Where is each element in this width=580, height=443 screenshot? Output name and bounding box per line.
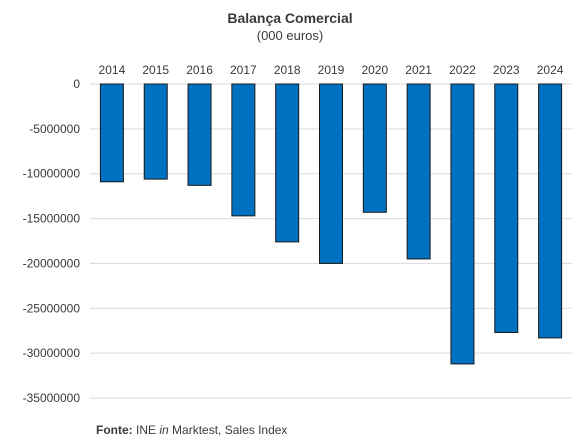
bar-2016 [187, 83, 212, 186]
bar-2020 [362, 83, 387, 213]
bars [99, 83, 563, 365]
chart-subtitle: (000 euros) [256, 28, 324, 43]
x-tick-label: 2018 [274, 63, 301, 77]
x-tick-label: 2014 [99, 63, 126, 77]
y-tick-label: -15000000 [23, 212, 81, 226]
bar-2021 [406, 83, 431, 260]
bar-2023 [494, 83, 519, 334]
y-tick-label: -5000000 [29, 122, 80, 136]
gridlines [90, 83, 572, 399]
x-tick-labels: 2014 2015 2016 2017 2018 2019 2020 2021 2022 2023… [99, 63, 564, 77]
x-tick-label: 2017 [230, 63, 257, 77]
x-tick-label: 2022 [449, 63, 476, 77]
source-note: Fonte: INE in Marktest, Sales Index [96, 423, 287, 437]
chart-title: Balança Comercial [227, 10, 353, 26]
y-tick-labels: 0 -5000000 -10000000 -15000000 -20000000 -250… [23, 77, 81, 405]
x-tick-label: 2019 [318, 63, 345, 77]
x-tick-label: 2020 [361, 63, 388, 77]
x-tick-label: 2021 [405, 63, 432, 77]
x-tick-label: 2015 [142, 63, 169, 77]
bar-2019 [319, 83, 343, 264]
y-tick-label: -30000000 [23, 346, 81, 360]
source-label: Fonte: [96, 423, 133, 437]
x-tick-label: 2023 [493, 63, 520, 77]
y-tick-label: -20000000 [23, 256, 81, 270]
source-text-italic: in [159, 423, 169, 437]
bar-2015 [143, 83, 168, 180]
bar-2017 [231, 83, 256, 217]
y-tick-label: -25000000 [23, 301, 81, 315]
source-text-after: Marktest, Sales Index [172, 423, 288, 437]
bar-2024 [538, 83, 563, 339]
x-tick-label: 2016 [186, 63, 213, 77]
bar-2022 [450, 83, 475, 365]
y-tick-label: 0 [73, 77, 80, 91]
source-text-before: INE [136, 423, 157, 437]
y-tick-label: -35000000 [23, 391, 81, 405]
bar-2014 [99, 83, 124, 183]
y-tick-label: -10000000 [23, 167, 81, 181]
bar-2018 [275, 83, 300, 243]
x-tick-label: 2024 [537, 63, 564, 77]
